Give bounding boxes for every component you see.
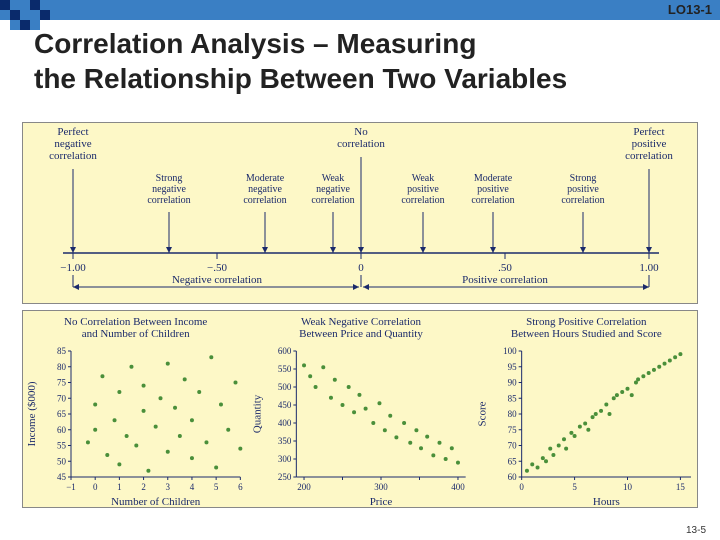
scatter-charts-svg: No Correlation Between Incomeand Number … [23,311,699,509]
svg-text:negative: negative [54,138,91,150]
svg-text:55: 55 [57,441,67,451]
scatter-charts-panel: No Correlation Between Incomeand Number … [22,310,698,508]
svg-text:300: 300 [278,454,292,464]
svg-text:60: 60 [57,425,67,435]
svg-text:Income ($000): Income ($000) [26,381,38,446]
svg-text:100: 100 [503,346,517,356]
svg-text:1.00: 1.00 [639,262,659,274]
page-title: Correlation Analysis – Measuring the Rel… [0,20,720,98]
svg-text:65: 65 [57,409,67,419]
svg-text:No: No [354,126,368,138]
svg-text:85: 85 [508,393,517,403]
svg-text:Negative correlation: Negative correlation [172,274,263,286]
svg-text:Score: Score [477,401,489,426]
svg-text:6: 6 [238,482,243,492]
svg-text:correlation: correlation [243,195,286,206]
svg-text:Positive correlation: Positive correlation [462,274,548,286]
svg-text:.50: .50 [498,262,512,274]
svg-text:60: 60 [508,472,517,482]
svg-text:3: 3 [166,482,171,492]
svg-text:positive: positive [567,184,599,195]
svg-text:0: 0 [93,482,98,492]
svg-text:5: 5 [214,482,219,492]
svg-text:Perfect: Perfect [57,126,88,138]
svg-text:Weak: Weak [412,173,435,184]
svg-text:85: 85 [57,346,67,356]
svg-text:correlation: correlation [401,195,444,206]
svg-text:and Number of Children: and Number of Children [82,328,190,340]
svg-text:0: 0 [519,482,524,492]
svg-text:50: 50 [57,456,67,466]
svg-text:−1.00: −1.00 [60,262,86,274]
svg-text:correlation: correlation [49,150,97,162]
svg-text:500: 500 [278,382,292,392]
svg-text:0: 0 [358,262,364,274]
lo-tag: LO13-1 [668,2,712,17]
svg-text:4: 4 [190,482,195,492]
svg-text:75: 75 [508,425,517,435]
correlation-scale-panel: PerfectnegativecorrelationNocorrelationP… [22,122,698,304]
svg-text:positive: positive [477,184,509,195]
svg-text:−1: −1 [66,482,76,492]
svg-text:Hours: Hours [593,496,620,508]
svg-text:Strong Positive Correlation: Strong Positive Correlation [526,316,647,328]
pixel-logo [0,0,72,34]
svg-text:Moderate: Moderate [474,173,513,184]
svg-text:65: 65 [508,456,517,466]
svg-text:80: 80 [508,409,517,419]
svg-text:correlation: correlation [561,195,604,206]
svg-text:600: 600 [278,346,292,356]
correlation-scale-svg: PerfectnegativecorrelationNocorrelationP… [23,123,699,305]
svg-text:Between Hours Studied and Scor: Between Hours Studied and Score [511,328,662,340]
svg-text:No Correlation Between Income: No Correlation Between Income [64,316,207,328]
svg-text:2: 2 [141,482,146,492]
svg-text:Strong: Strong [156,173,183,184]
svg-text:300: 300 [374,482,388,492]
svg-text:45: 45 [57,472,67,482]
svg-text:Number of Children: Number of Children [111,496,201,508]
svg-text:positive: positive [407,184,439,195]
svg-text:450: 450 [278,400,292,410]
svg-text:Between Price and Quantity: Between Price and Quantity [299,328,423,340]
svg-text:90: 90 [508,378,517,388]
svg-text:75: 75 [57,378,67,388]
svg-text:Strong: Strong [570,173,597,184]
title-line2: the Relationship Between Two Variables [34,63,567,94]
svg-text:Weak: Weak [322,173,345,184]
svg-text:10: 10 [623,482,633,492]
svg-text:1: 1 [117,482,122,492]
svg-text:positive: positive [632,138,667,150]
svg-text:Price: Price [370,496,393,508]
title-line1: Correlation Analysis – Measuring [34,28,476,59]
svg-text:negative: negative [316,184,350,195]
svg-text:70: 70 [508,441,517,451]
svg-text:correlation: correlation [625,150,673,162]
svg-text:correlation: correlation [337,138,385,150]
svg-text:400: 400 [278,418,292,428]
svg-text:5: 5 [572,482,577,492]
svg-text:80: 80 [57,362,67,372]
svg-text:Quantity: Quantity [251,394,263,433]
svg-text:Moderate: Moderate [246,173,285,184]
svg-text:−.50: −.50 [207,262,227,274]
svg-text:correlation: correlation [147,195,190,206]
svg-text:70: 70 [57,393,67,403]
svg-text:negative: negative [152,184,186,195]
svg-text:Perfect: Perfect [633,126,664,138]
svg-text:correlation: correlation [471,195,514,206]
svg-text:550: 550 [278,364,292,374]
svg-text:350: 350 [278,436,292,446]
svg-text:95: 95 [508,362,517,372]
svg-text:200: 200 [297,482,311,492]
svg-text:250: 250 [278,472,292,482]
top-bar: LO13-1 [0,0,720,20]
page-number: 13-5 [686,525,706,536]
svg-text:Weak Negative Correlation: Weak Negative Correlation [301,316,422,328]
svg-text:negative: negative [248,184,282,195]
svg-text:correlation: correlation [311,195,354,206]
svg-text:400: 400 [451,482,465,492]
svg-text:15: 15 [676,482,686,492]
